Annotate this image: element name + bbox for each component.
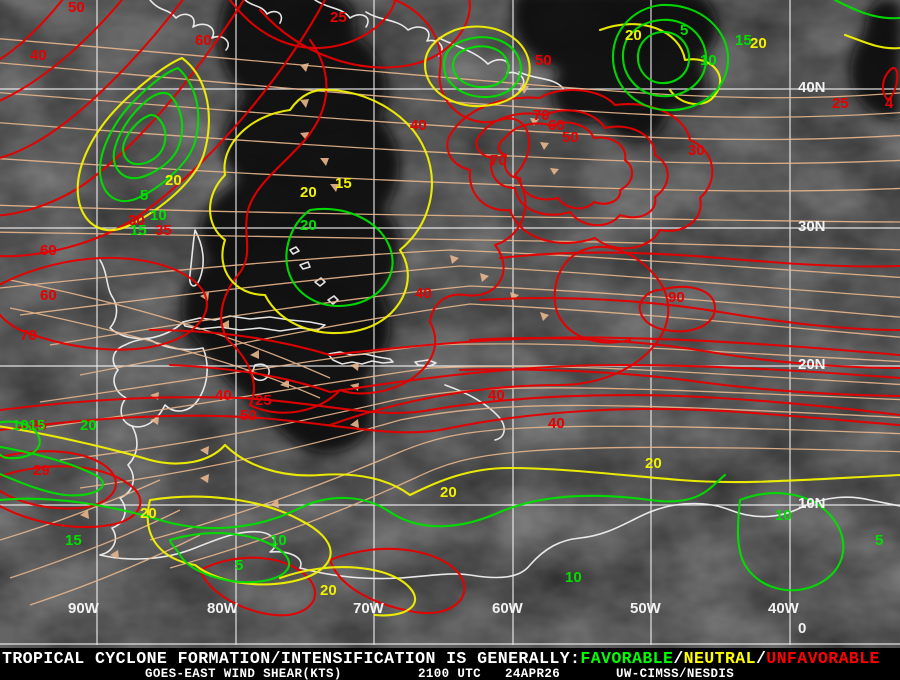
svg-text:GOES-EAST WIND SHEAR(KTS): GOES-EAST WIND SHEAR(KTS) [145,667,342,680]
svg-text:20: 20 [300,184,317,201]
svg-text:5: 5 [235,557,243,574]
svg-text:2100 UTC: 2100 UTC [418,667,481,680]
svg-text:60: 60 [40,242,57,259]
svg-text:15: 15 [735,32,752,49]
svg-text:15: 15 [130,222,147,239]
svg-text:20: 20 [320,582,337,599]
svg-text:4: 4 [885,95,894,112]
svg-text:20: 20 [750,35,767,52]
svg-text:60: 60 [195,32,212,49]
svg-text:20: 20 [440,484,457,501]
svg-text:24APR26: 24APR26 [505,667,560,680]
svg-text:40: 40 [488,387,505,404]
svg-text:25: 25 [832,95,849,112]
svg-text:40: 40 [30,47,47,64]
svg-text:90: 90 [668,289,685,306]
svg-text:0: 0 [798,620,806,637]
svg-text:20: 20 [140,505,157,522]
svg-text:10: 10 [700,52,717,69]
svg-text:1015: 1015 [12,417,45,434]
svg-text:5: 5 [680,22,688,39]
svg-text:10: 10 [565,569,582,586]
svg-text:25: 25 [330,9,347,26]
svg-text:10: 10 [150,207,167,224]
svg-text:60W: 60W [492,600,524,617]
svg-text:5: 5 [140,187,148,204]
svg-text:50W: 50W [630,600,662,617]
svg-text:40: 40 [215,387,232,404]
svg-text:25: 25 [255,392,272,409]
svg-text:40: 40 [410,117,427,134]
svg-text:UW-CIMSS/NESDIS: UW-CIMSS/NESDIS [616,667,734,680]
svg-text:90W: 90W [68,600,100,617]
svg-text:40: 40 [415,285,432,302]
svg-text:20: 20 [645,455,662,472]
svg-text:40W: 40W [768,600,800,617]
svg-text:40N: 40N [798,79,826,96]
svg-text:50: 50 [240,407,257,424]
svg-text:10: 10 [775,507,792,524]
svg-text:70: 70 [490,152,507,169]
svg-text:TROPICAL CYCLONE FORMATION/INT: TROPICAL CYCLONE FORMATION/INTENSIFICATI… [2,649,880,668]
svg-text:20: 20 [80,417,97,434]
svg-text:60: 60 [40,287,57,304]
svg-text:10N: 10N [798,495,826,512]
svg-text:70W: 70W [353,600,385,617]
svg-text:70: 70 [20,327,37,344]
svg-text:15: 15 [335,175,352,192]
svg-text:20: 20 [300,217,317,234]
svg-text:30N: 30N [798,218,826,235]
svg-text:50: 50 [562,129,579,146]
svg-text:10: 10 [270,532,287,549]
svg-text:5: 5 [875,532,883,549]
svg-text:50: 50 [535,52,552,69]
svg-text:50: 50 [68,0,85,16]
svg-text:29: 29 [33,462,50,479]
svg-text:20: 20 [625,27,642,44]
svg-text:15: 15 [65,532,82,549]
svg-text:80W: 80W [207,600,239,617]
svg-text:20N: 20N [798,356,826,373]
svg-text:35: 35 [155,222,172,239]
svg-text:20: 20 [165,172,182,189]
svg-text:40: 40 [548,415,565,432]
